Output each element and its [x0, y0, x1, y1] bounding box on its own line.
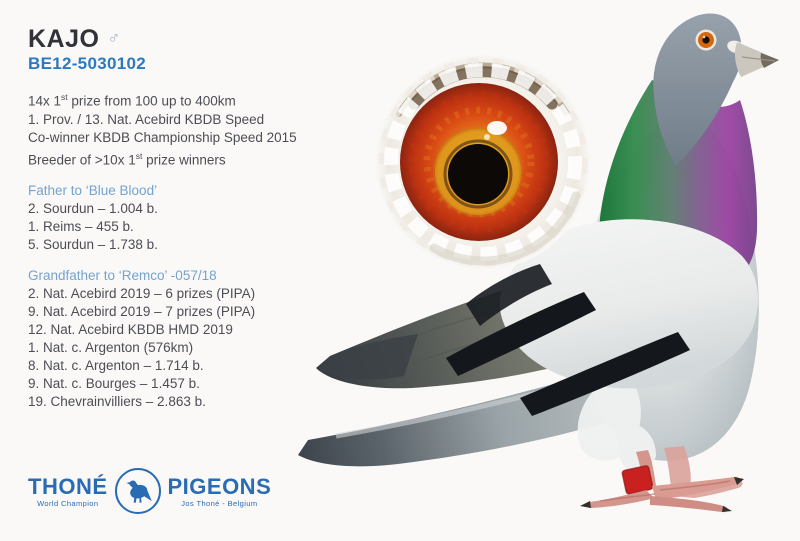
ordinal-suffix: st — [61, 92, 68, 102]
achievement-text-part: prize winners — [142, 152, 226, 167]
male-symbol-icon: ♂ — [107, 28, 121, 47]
logo-left-column: THONÉ World Champion — [28, 475, 108, 508]
achievement-line: 1. Prov. / 13. Nat. Acebird KBDB Speed — [28, 111, 265, 127]
logo-subtext-right: Jos Thoné - Belgium — [181, 498, 258, 508]
pigeon-feet — [580, 426, 744, 513]
father-section: Father to ‘Blue Blood’ 2. Sourdun – 1.00… — [28, 182, 373, 254]
thone-pigeons-logo: THONÉ World Champion PIGEONS Jos Thoné -… — [28, 468, 271, 514]
section-title: Father to ‘Blue Blood’ — [28, 183, 158, 198]
result-line: 2. Nat. Acebird 2019 – 6 prizes (PIPA) — [28, 286, 256, 301]
result-line: 2. Sourdun – 1.004 b. — [28, 201, 158, 216]
beak — [734, 42, 779, 77]
result-line: 5. Sourdun – 1.738 b. — [28, 237, 158, 252]
result-line: 1. Nat. c. Argenton (576km) — [28, 340, 194, 355]
achievement-line: Co-winner KBDB Championship Speed 2015 — [28, 129, 297, 145]
logo-pigeon-icon — [125, 480, 152, 503]
achievement-line: Breeder of >10x 1st prize winners — [28, 147, 373, 170]
pigeon-head — [653, 13, 742, 166]
result-line: 19. Chevrainvilliers – 2.863 b. — [28, 394, 206, 409]
logo-circle — [114, 468, 161, 514]
pigeon-eye-photo — [375, 54, 591, 270]
ring-number: BE12-5030102 — [28, 54, 146, 73]
achievement-line: 14x 1st prize from 100 up to 400km — [28, 88, 373, 111]
logo-subtext-left: World Champion — [37, 498, 99, 508]
pedigree-text-column: KAJO ♂ BE12-5030102 14x 1st prize from 1… — [28, 26, 373, 411]
ordinal-suffix: st — [135, 150, 143, 161]
logo-right-column: PIGEONS Jos Thoné - Belgium — [168, 475, 272, 508]
eye-pupil — [448, 144, 508, 204]
grandfather-section: Grandfather to ‘Remco’ -057/18 2. Nat. A… — [28, 267, 373, 411]
pigeon-name: KAJO — [28, 25, 100, 53]
achievement-text-part: prize from 100 up to 400km — [67, 93, 236, 109]
logo-word-pigeons: PIGEONS — [167, 473, 272, 499]
achievement-text-part: 14x 1 — [28, 93, 62, 109]
result-line: 8. Nat. c. Argenton – 1.714 b. — [28, 358, 204, 373]
pigeon-head-eye — [695, 29, 717, 51]
leg-band-red — [622, 465, 653, 494]
achievements-block: 14x 1st prize from 100 up to 400km 1. Pr… — [28, 88, 373, 169]
eye-highlight — [487, 121, 507, 135]
section-title: Grandfather to ‘Remco’ -057/18 — [28, 268, 217, 283]
result-line: 9. Nat. c. Bourges – 1.457 b. — [28, 376, 200, 391]
result-line: 1. Reims – 455 b. — [28, 219, 134, 234]
pigeon-photo — [298, 13, 779, 513]
result-line: 9. Nat. Acebird 2019 – 7 prizes (PIPA) — [28, 304, 256, 319]
achievement-text-part: Breeder of >10x 1 — [28, 152, 136, 167]
title-row: KAJO ♂ — [28, 26, 373, 52]
black-wing-bars — [446, 264, 690, 416]
result-line: 12. Nat. Acebird KBDB HMD 2019 — [28, 322, 233, 337]
logo-word-thone: THONÉ — [28, 473, 108, 499]
